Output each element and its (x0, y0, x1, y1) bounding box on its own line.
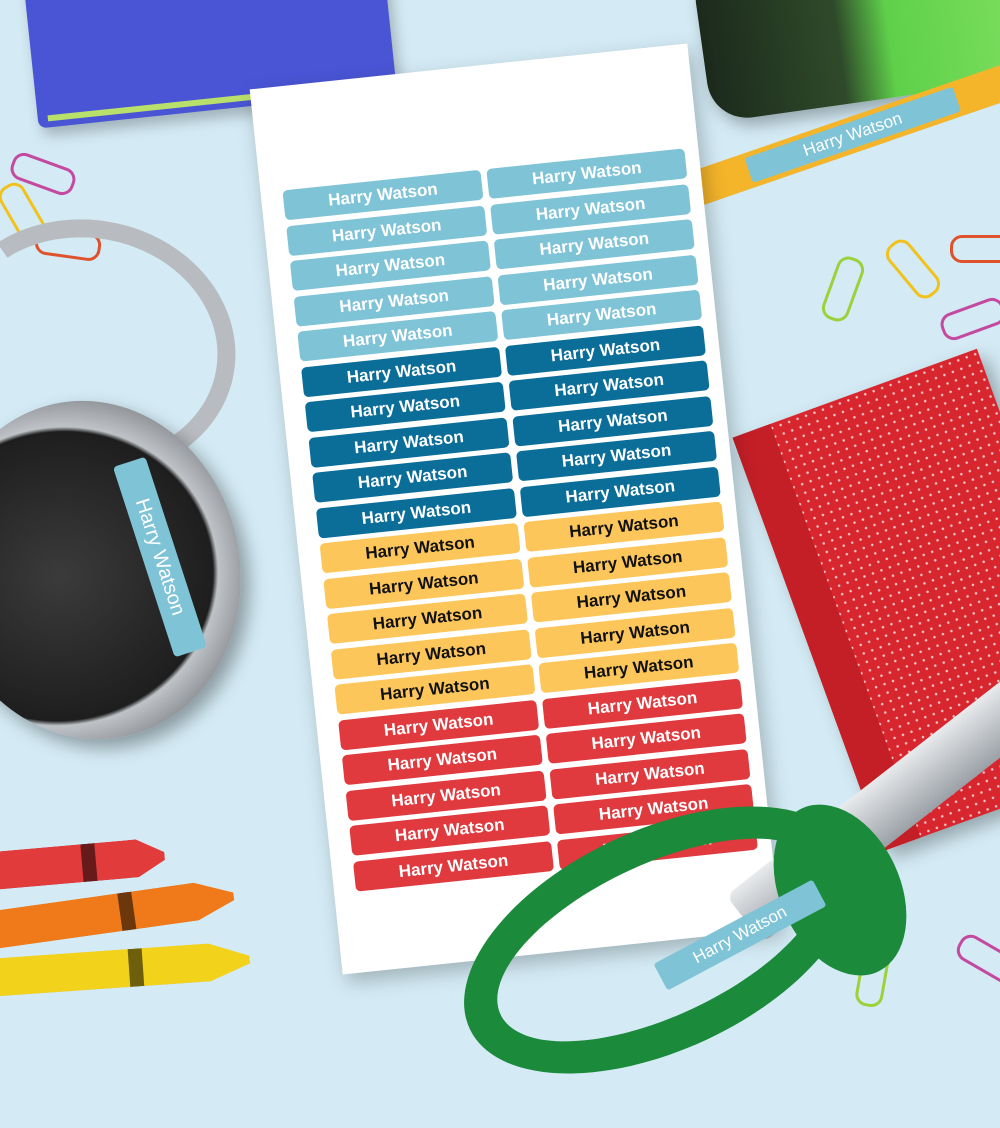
headphone-ear-cup (0, 372, 273, 768)
crayon-red (0, 837, 166, 891)
paperclip (937, 294, 1000, 344)
paperclip (952, 930, 1000, 988)
paperclip (881, 234, 945, 304)
label-grid: Harry Watson Harry Watson Harry Watson Harr… (282, 148, 758, 892)
crayon-orange (0, 877, 236, 950)
paperclip (818, 253, 868, 325)
crayon-yellow (0, 941, 251, 998)
paperclip (950, 235, 1000, 263)
